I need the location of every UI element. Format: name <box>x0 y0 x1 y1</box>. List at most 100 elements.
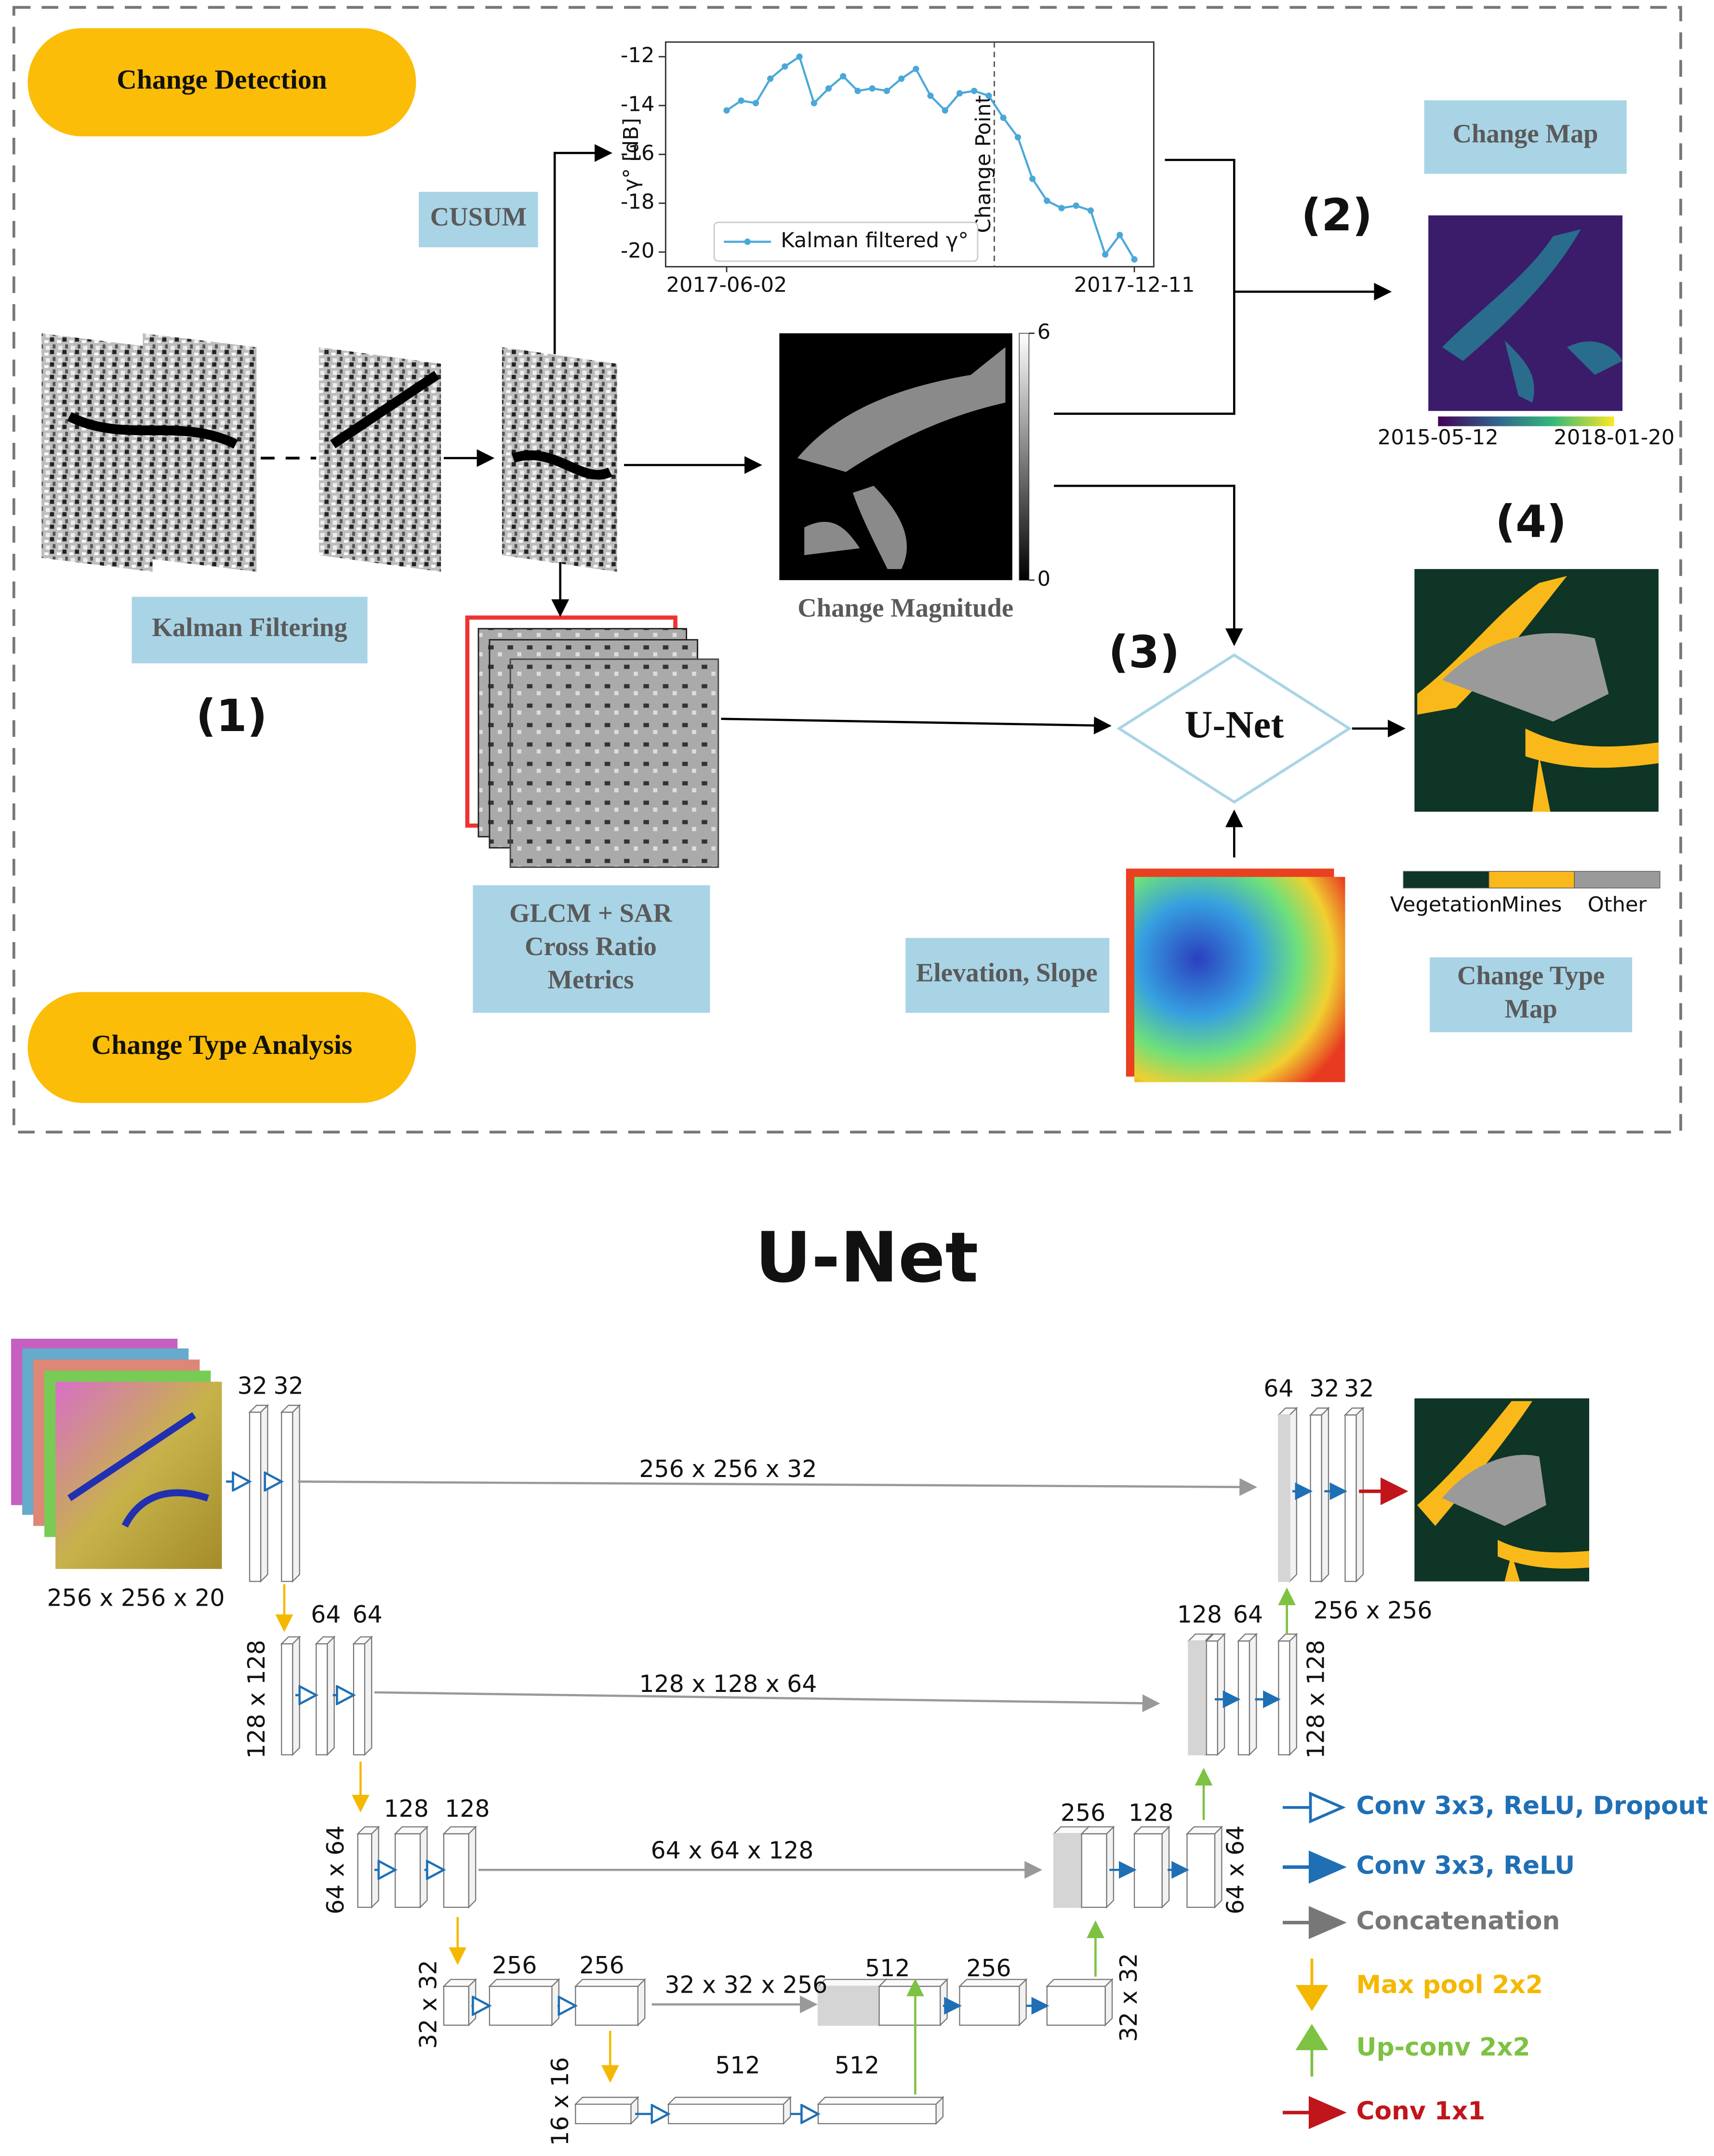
legend-label: Conv 1x1 <box>1356 2097 1486 2126</box>
layer <box>249 1411 262 1582</box>
data-point <box>1102 251 1109 258</box>
y-axis-label: γ° [dB] <box>619 118 643 191</box>
data-point <box>767 75 774 82</box>
filter-count: 32 <box>273 1372 303 1399</box>
layer <box>1053 1833 1082 1908</box>
data-point <box>927 93 934 99</box>
filter-count: 128 <box>1129 1799 1173 1827</box>
filter-count: 128 <box>1177 1601 1222 1628</box>
layer <box>1344 1414 1357 1582</box>
layer-side <box>1289 1407 1297 1583</box>
filter-count: 64 <box>1263 1375 1293 1402</box>
data-point <box>854 87 861 94</box>
step: (2) <box>1301 189 1372 241</box>
label: Cross Ratio <box>525 932 657 961</box>
arrow <box>374 1691 1160 1712</box>
label: Change Map <box>1453 119 1598 148</box>
layer <box>443 1833 469 1908</box>
filter-count: 512 <box>865 1955 910 1982</box>
pill <box>27 992 416 1103</box>
label: Change Magnitude <box>797 593 1013 623</box>
layer-side <box>1214 1825 1222 1909</box>
data-point <box>752 100 759 106</box>
data-point <box>1014 134 1021 141</box>
legend-label: Up-conv 2x2 <box>1356 2033 1530 2062</box>
layer <box>315 1643 328 1756</box>
size-label: 128 x 128 <box>1302 1640 1329 1759</box>
layer-side <box>1104 1978 1113 2027</box>
label: Map <box>1504 994 1557 1023</box>
size-label: 16 x 16 <box>546 2057 574 2146</box>
data-point <box>1058 205 1065 212</box>
change-type-image <box>1414 569 1659 812</box>
filter-count: 128 <box>445 1795 490 1823</box>
label-box <box>419 192 538 248</box>
plot-legend <box>713 221 979 262</box>
step: (1) <box>196 690 267 742</box>
legend-swatch <box>1403 871 1489 889</box>
layer-top <box>488 1979 560 1987</box>
x-tick-label: 2017-12-11 <box>1074 273 1195 297</box>
step: (3) <box>1108 626 1180 678</box>
layer <box>878 1985 941 2026</box>
layer <box>1046 1985 1106 2026</box>
filter-count: 512 <box>835 2051 879 2079</box>
layer-side <box>1355 1407 1364 1583</box>
data-point <box>971 87 978 94</box>
layer-top <box>1045 1979 1114 1987</box>
size-label: 256 x 256 x 32 <box>639 1455 817 1483</box>
size-label: 128 x 128 <box>243 1640 270 1759</box>
layer-top <box>1133 1826 1170 1835</box>
filter-count: 256 <box>579 1952 624 1979</box>
legend-label: Mines <box>1501 893 1562 917</box>
data-point <box>1116 231 1123 239</box>
input-stack <box>11 1339 222 1569</box>
flow-arrows <box>443 144 1406 858</box>
layer-side <box>292 1404 300 1583</box>
legend-label: Kalman filtered γ° <box>781 228 969 253</box>
layer-side <box>468 1825 477 1909</box>
pill-label: Change Detection <box>117 65 327 95</box>
label-box <box>1430 957 1633 1033</box>
unet-title: U-Net <box>755 1217 978 1298</box>
legend-swatch <box>1488 871 1575 889</box>
size-label: 256 x 256 <box>1314 1597 1433 1624</box>
filter-count: 256 <box>1061 1799 1105 1827</box>
layer <box>281 1411 293 1582</box>
label-box <box>1424 100 1627 174</box>
label-box <box>132 597 368 664</box>
layer-side <box>419 1825 428 1909</box>
legend-swatch <box>1574 871 1661 889</box>
size-label: 32 x 32 x 256 <box>664 1971 827 1998</box>
layer-side <box>940 1978 948 2027</box>
size-label: 256 x 256 x 20 <box>47 1584 225 1612</box>
layer <box>281 1643 293 1756</box>
size-label: 32 x 32 <box>415 1960 442 2049</box>
layer-top <box>574 2097 639 2105</box>
change-map-image <box>1428 215 1623 426</box>
layer-top <box>1185 1826 1223 1835</box>
label-box <box>473 885 710 1013</box>
layer-side <box>260 1404 268 1583</box>
annotation: Change Point <box>971 95 996 233</box>
data-point <box>738 97 744 104</box>
data-point <box>810 100 817 106</box>
legend-label: Conv 3x3, ReLU, Dropout 25% <box>1356 1792 1714 1821</box>
layer-side <box>1019 1978 1027 2027</box>
layer <box>1278 1640 1290 1756</box>
legend-label: Conv 3x3, ReLU <box>1356 1851 1575 1880</box>
layer-side <box>1106 1825 1115 1909</box>
filter-count: 32 <box>1344 1375 1374 1402</box>
layer <box>959 1985 1020 2026</box>
label: Change Type <box>1457 960 1605 990</box>
legend-icon <box>1295 1958 1329 2011</box>
data-point <box>1044 198 1050 204</box>
unet-node <box>1116 653 1352 804</box>
layer <box>1310 1414 1322 1582</box>
legend-swatch <box>744 239 751 245</box>
layer <box>489 1985 553 2026</box>
size-label: 64 x 64 x 128 <box>651 1837 814 1864</box>
layer-side <box>637 1978 646 2027</box>
arrow <box>298 1478 1258 1496</box>
